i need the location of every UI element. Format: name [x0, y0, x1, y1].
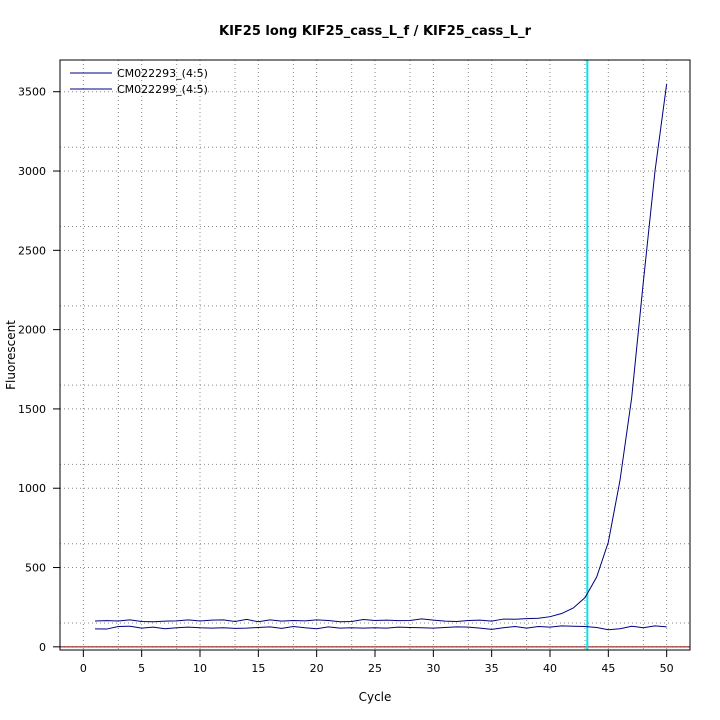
axes: 0 5 10 15 20 25 30 35 40 45 5005001000150020002500…	[18, 86, 674, 675]
grid-lines	[60, 60, 690, 650]
x-tick-label-1: 5	[138, 662, 145, 675]
series-line-1	[94, 83, 668, 623]
x-axis-label: Cycle	[359, 690, 392, 704]
legend-label-2: CM022299_(4:5)	[117, 83, 208, 96]
series-line-2	[94, 625, 667, 631]
x-tick-label-3: 15	[251, 662, 265, 675]
y-tick-label-6: 3000	[18, 165, 46, 178]
series-lines	[94, 83, 668, 631]
y-tick-label-5: 2500	[18, 244, 46, 257]
y-axis-label: Fluorescent	[4, 320, 18, 390]
x-tick-label-2: 10	[193, 662, 207, 675]
x-tick-label-7: 35	[485, 662, 499, 675]
x-tick-label-0: 0	[80, 662, 87, 675]
y-tick-label-2: 1000	[18, 482, 46, 495]
y-tick-label-3: 1500	[18, 403, 46, 416]
y-tick-label-1: 500	[25, 562, 46, 575]
x-tick-label-8: 40	[543, 662, 557, 675]
x-tick-label-9: 45	[601, 662, 615, 675]
x-tick-label-4: 20	[310, 662, 324, 675]
legend-label-1: CM022293_(4:5)	[117, 67, 208, 80]
x-tick-label-5: 25	[368, 662, 382, 675]
y-tick-label-7: 3500	[18, 86, 46, 99]
marker-lines	[60, 60, 690, 650]
legend: CM022293_(4:5) CM022299_(4:5)	[70, 67, 208, 96]
chart-title: KIF25 long KIF25_cass_L_f / KIF25_cass_L…	[219, 24, 532, 39]
y-tick-label-4: 2000	[18, 324, 46, 337]
x-tick-label-6: 30	[426, 662, 440, 675]
y-tick-label-0: 0	[39, 641, 46, 654]
x-tick-label-10: 50	[660, 662, 674, 675]
